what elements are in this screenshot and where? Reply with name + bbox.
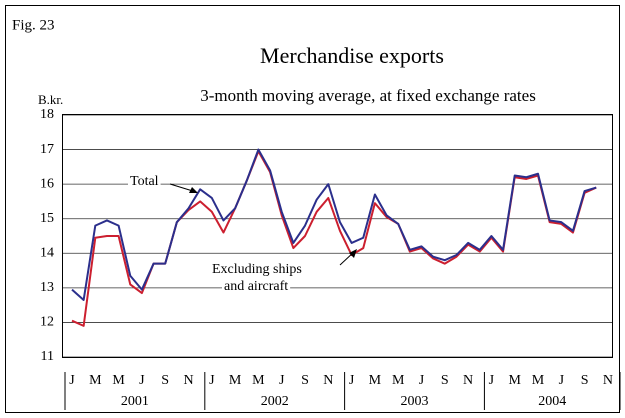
y-tick-label: 16 xyxy=(40,176,54,191)
x-tick-label: S xyxy=(581,373,589,388)
annotation: Excluding ships xyxy=(212,262,302,277)
x-tick-label: J xyxy=(349,373,355,388)
year-label: 2003 xyxy=(401,394,429,409)
x-tick-label: J xyxy=(559,373,565,388)
annotation-bg xyxy=(222,279,291,295)
lines xyxy=(71,148,597,327)
series-line xyxy=(71,148,597,301)
x-tick-label: N xyxy=(183,373,193,388)
x-tick-label: J xyxy=(139,373,145,388)
x-tick-label: M xyxy=(112,373,125,388)
figure-frame xyxy=(5,5,620,413)
y-tick-label: 14 xyxy=(40,246,54,261)
x-tick-label: S xyxy=(441,373,449,388)
y-tick-label: 17 xyxy=(40,142,54,157)
year-label: 2002 xyxy=(261,394,289,409)
year-label: 2004 xyxy=(538,394,566,409)
x-tick-label: M xyxy=(229,373,242,388)
annotation: and aircraft xyxy=(224,279,288,294)
figure-label: Fig. 23 xyxy=(12,17,55,33)
x-tick-label: M xyxy=(369,373,382,388)
x-tick-label: M xyxy=(252,373,265,388)
x-tick-label: S xyxy=(301,373,309,388)
x-tick-label: M xyxy=(89,373,102,388)
annotations: Total Excluding ships and aircraft xyxy=(128,174,304,295)
annotation-bg xyxy=(210,262,304,278)
y-tick-label: 18 xyxy=(40,107,54,122)
x-tick-label: N xyxy=(463,373,473,388)
x-tick-label: J xyxy=(69,373,75,388)
grid: 11 12 13 14 15 16 17 18 xyxy=(40,107,612,364)
year-label: 2001 xyxy=(121,394,149,409)
chart-title: Merchandise exports xyxy=(260,43,444,68)
annotation-bg xyxy=(128,174,161,190)
x-tick-label: M xyxy=(508,373,521,388)
x-tick-label: J xyxy=(489,373,495,388)
arrow-head xyxy=(349,249,357,258)
y-unit: B.kr. xyxy=(38,92,63,107)
y-tick-label: 13 xyxy=(40,280,54,295)
arrow-head xyxy=(189,187,198,193)
x-tick-label: M xyxy=(392,373,405,388)
x-tick-label: S xyxy=(161,373,169,388)
y-tick-label: 12 xyxy=(40,315,54,330)
chart-subtitle: 3-month moving average, at fixed exchang… xyxy=(200,86,536,105)
y-tick-label: 11 xyxy=(41,349,54,364)
x-tick-label: N xyxy=(323,373,333,388)
x-tick-label: M xyxy=(532,373,545,388)
y-tick-label: 15 xyxy=(40,211,54,226)
plot-frame xyxy=(62,114,613,358)
x-tick-label: N xyxy=(603,373,613,388)
x-tick-label: J xyxy=(209,373,215,388)
x-tick-label: J xyxy=(419,373,425,388)
x-tick-label: J xyxy=(279,373,285,388)
annotation: Total xyxy=(130,174,159,189)
